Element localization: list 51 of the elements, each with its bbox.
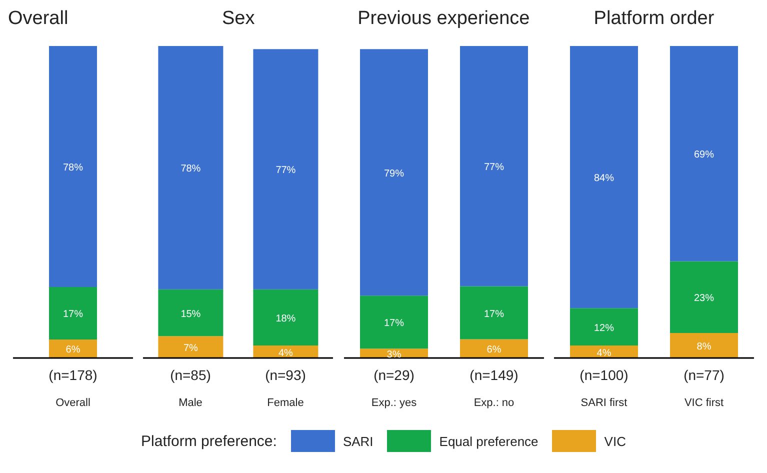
bar [254,49,319,290]
x-tick-label: (n=149) Exp.: no [469,367,518,409]
legend-label: Equal preference [439,434,538,448]
data-label: 17% [484,308,504,320]
bar [570,46,638,308]
data-label: 78% [62,162,84,174]
data-label: 77% [276,165,296,176]
chart-title: Sex [220,8,256,31]
bar [570,308,638,346]
chart-title: Previous experience [356,8,531,31]
data-label: 6% [66,344,80,356]
bar [460,286,528,340]
x-tick-label: (n=77) VIC first [684,367,724,409]
bar [158,46,224,290]
legend-label: SARI [342,434,374,448]
data-label: 18% [276,313,296,324]
bar [570,346,638,358]
data-label: 8% [696,342,712,353]
bar [670,333,738,358]
data-label: 4% [596,348,612,359]
bar [670,261,738,334]
bar [360,49,428,296]
x-tick-label: (n=100) SARI first [580,367,628,409]
bar [460,46,528,286]
data-label: 17% [62,309,84,320]
x-tick-label: (n=29) Exp.: yes [371,367,417,409]
chart-title: Platform order [592,8,716,31]
data-label: 23% [694,293,714,304]
bar [360,296,428,349]
x-tick-label: (n=85) Male [170,367,212,409]
bar [460,339,528,358]
bar [158,289,224,336]
data-label: 17% [384,318,404,330]
legend-title: Platform preference: [141,432,277,450]
data-label: 79% [384,168,404,180]
chart-title: Overall [8,8,70,31]
data-label: 12% [594,322,614,334]
data-label: 69% [694,150,714,161]
data-label: 84% [594,173,614,184]
legend-label: VIC [604,434,626,448]
data-label: 78% [181,164,202,175]
bar [254,289,319,346]
data-label: 4% [278,348,294,359]
x-tick-label: (n=93) Female [265,367,306,409]
data-label: 15% [181,308,202,320]
bar [670,46,738,262]
data-label: 77% [484,162,504,174]
data-label: 7% [184,343,198,354]
bar [158,336,224,358]
x-tick-label: (n=178) Overall [48,367,98,409]
data-label: 6% [486,344,501,356]
